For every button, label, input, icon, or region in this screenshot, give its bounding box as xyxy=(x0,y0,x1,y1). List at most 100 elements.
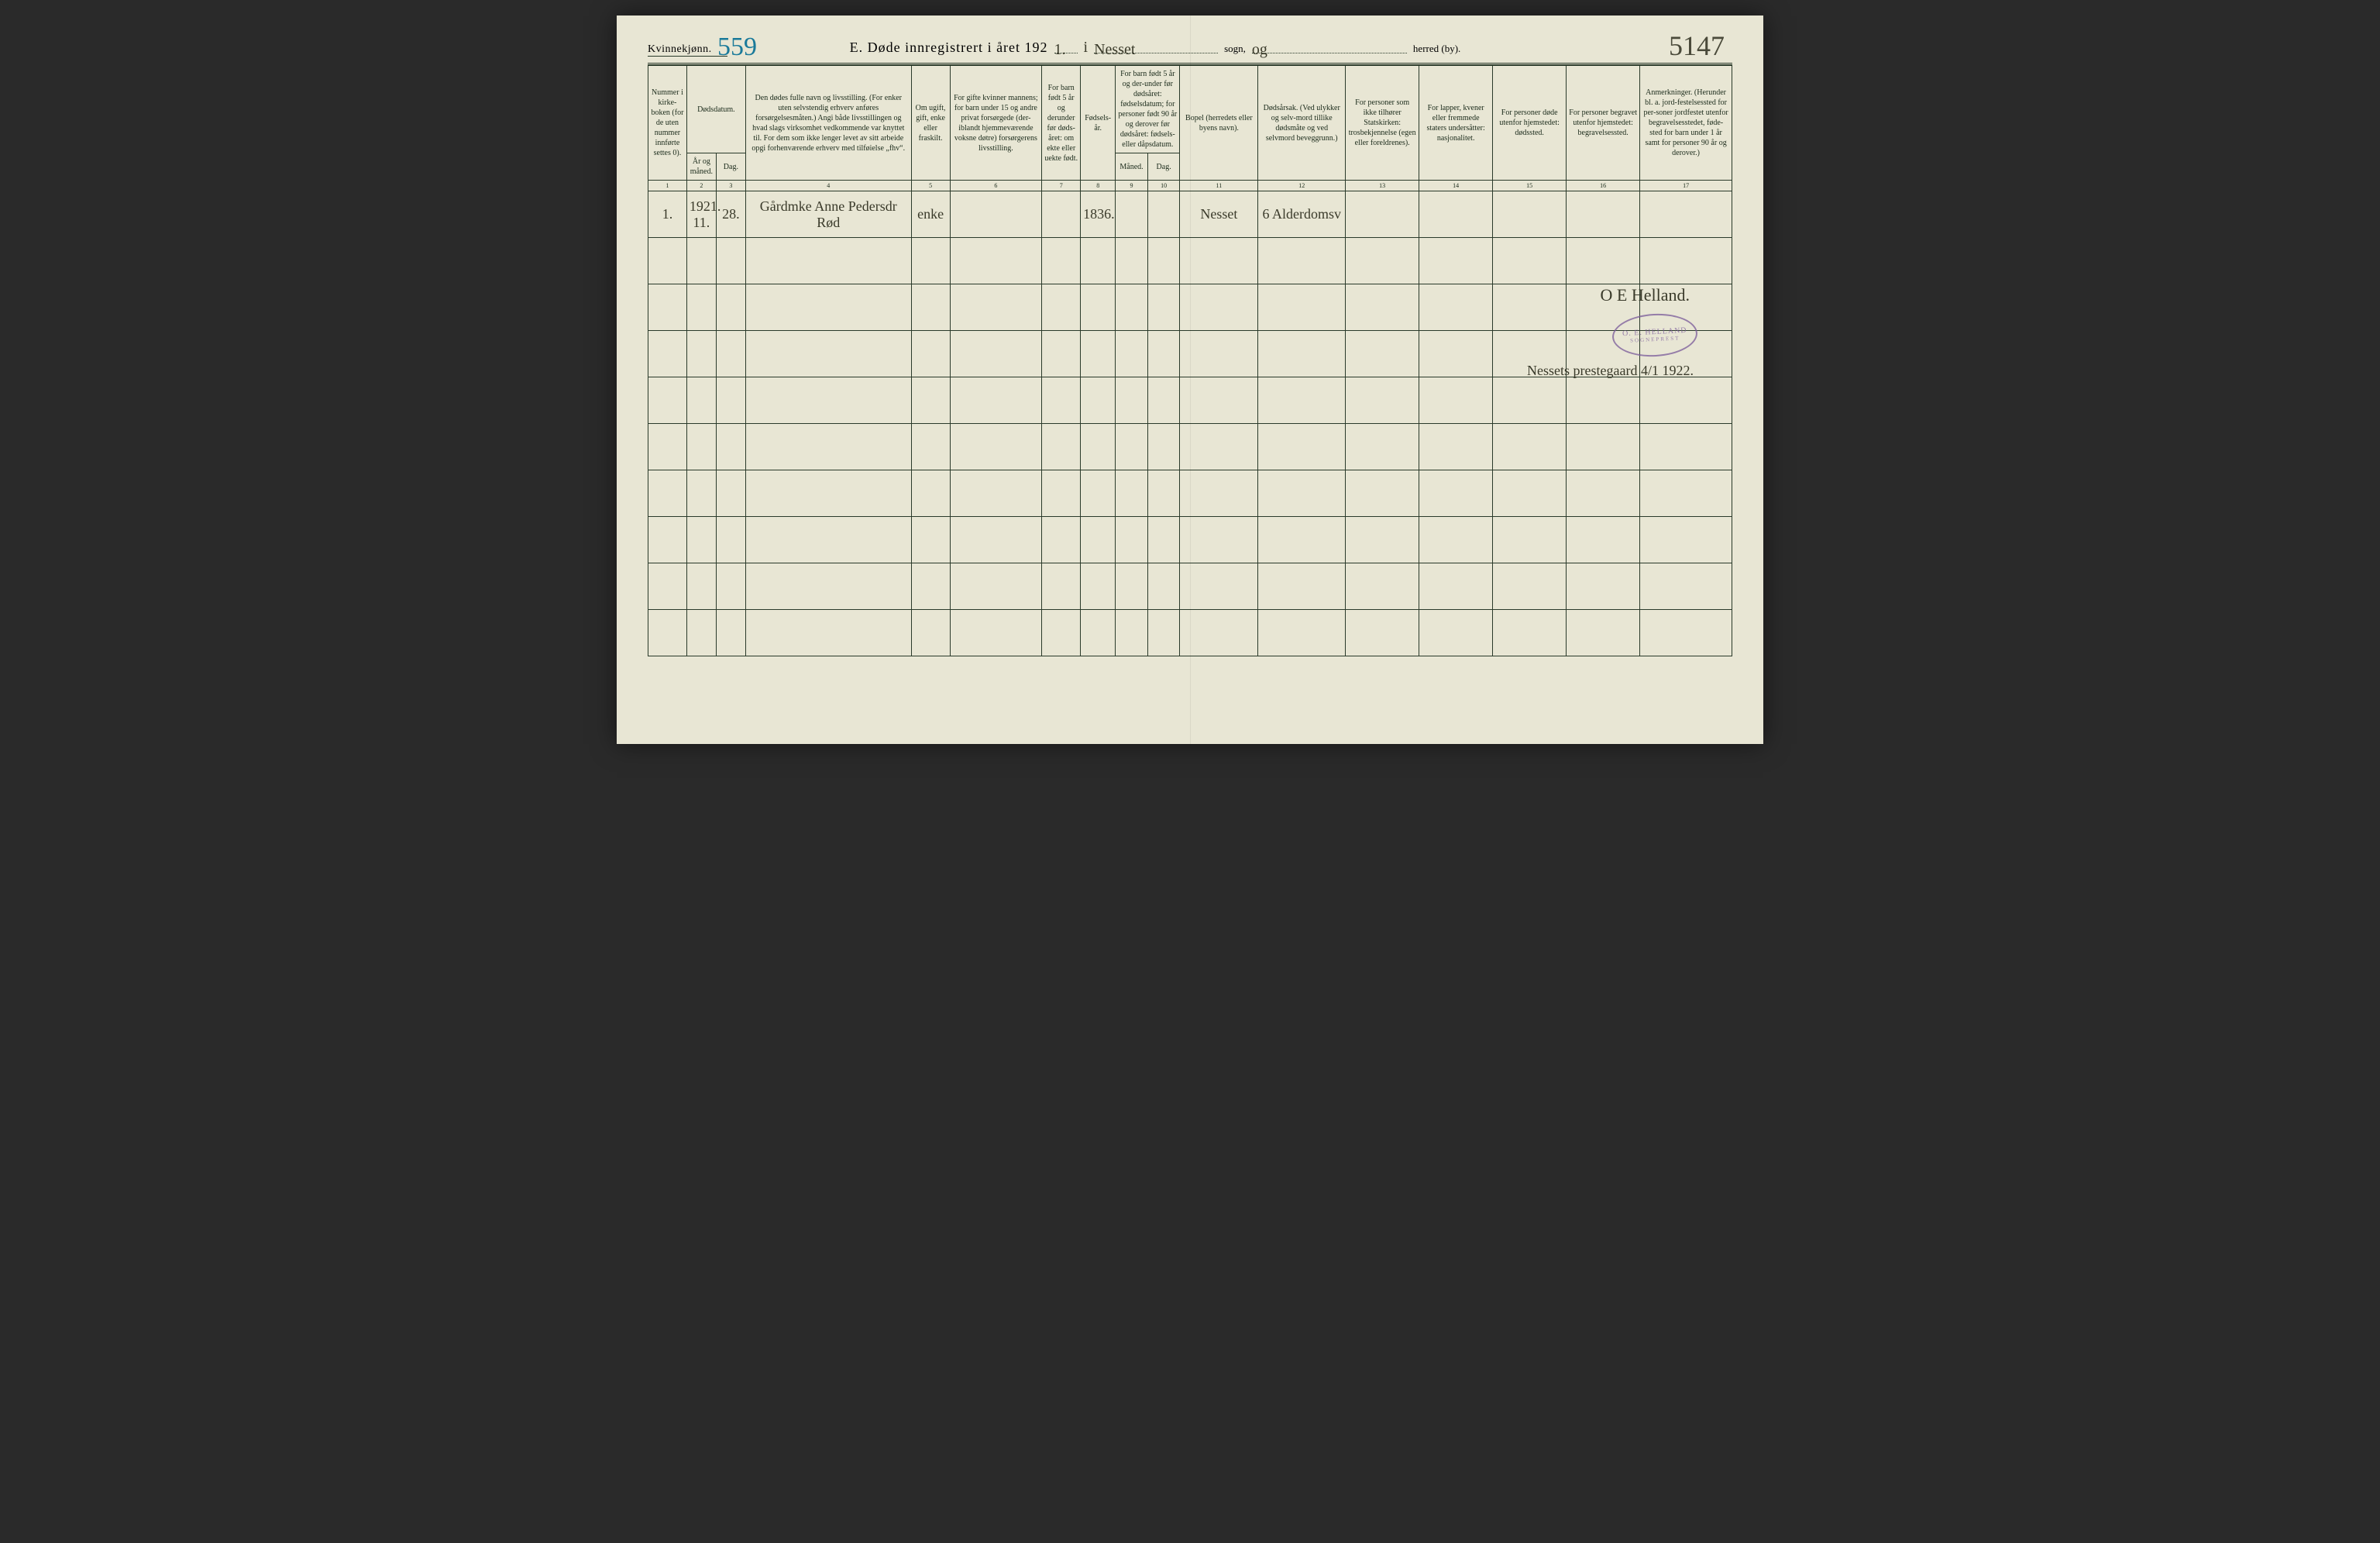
cell-c11 xyxy=(1180,238,1258,284)
cell-c2 xyxy=(686,331,716,377)
cell-c4 xyxy=(745,563,911,610)
cell-c6 xyxy=(950,331,1042,377)
cell-c12: 6 Alderdomsv xyxy=(1258,191,1346,238)
cell-c13 xyxy=(1346,377,1419,424)
cell-c16 xyxy=(1567,610,1640,656)
cell-c2 xyxy=(686,610,716,656)
cell-c2 xyxy=(686,238,716,284)
cell-c14 xyxy=(1419,238,1493,284)
cell-c9 xyxy=(1116,610,1148,656)
cell-c9 xyxy=(1116,424,1148,470)
cell-c5 xyxy=(911,563,950,610)
sogn-blank: Nesset xyxy=(1094,41,1218,53)
cell-c15 xyxy=(1493,377,1567,424)
col-5: Om ugift, gift, enke eller fraskilt. xyxy=(911,66,950,181)
col-1: Nummer i kirke-boken (for de uten nummer… xyxy=(648,66,687,181)
cell-c2 xyxy=(686,563,716,610)
cell-c3 xyxy=(716,284,745,331)
cell-c15 xyxy=(1493,424,1567,470)
cell-c9 xyxy=(1116,284,1148,331)
cell-c3 xyxy=(716,563,745,610)
cell-c8: 1836. xyxy=(1081,191,1116,238)
cell-c1 xyxy=(648,470,687,517)
cell-c1 xyxy=(648,563,687,610)
cell-c12 xyxy=(1258,377,1346,424)
cell-c13 xyxy=(1346,563,1419,610)
cell-c10 xyxy=(1147,470,1180,517)
handwritten-number-left: 559 xyxy=(717,33,757,62)
cell-c8 xyxy=(1081,517,1116,563)
cell-c9 xyxy=(1116,563,1148,610)
cell-c13 xyxy=(1346,331,1419,377)
place-date-note: Nessets prestegaard 4/1 1922. xyxy=(1527,363,1694,379)
col-9: Måned. xyxy=(1116,153,1148,181)
col-7: For barn født 5 år og derunder før døds-… xyxy=(1042,66,1081,181)
cell-c10 xyxy=(1147,284,1180,331)
col-10: Dag. xyxy=(1147,153,1180,181)
cell-c12 xyxy=(1258,563,1346,610)
cell-c11 xyxy=(1180,470,1258,517)
cell-c5 xyxy=(911,470,950,517)
cell-c6 xyxy=(950,377,1042,424)
cell-c4 xyxy=(745,377,911,424)
cell-c1: 1. xyxy=(648,191,687,238)
cell-c15 xyxy=(1493,517,1567,563)
cell-c9 xyxy=(1116,191,1148,238)
cell-c17 xyxy=(1640,563,1732,610)
cell-c7 xyxy=(1042,377,1081,424)
cell-c16 xyxy=(1567,424,1640,470)
cell-c8 xyxy=(1081,424,1116,470)
cell-c3 xyxy=(716,238,745,284)
cell-c6 xyxy=(950,610,1042,656)
year-blank: 1. xyxy=(1054,41,1078,53)
col-6: For gifte kvinner mannens; for barn unde… xyxy=(950,66,1042,181)
cell-c4 xyxy=(745,517,911,563)
cell-c2 xyxy=(686,470,716,517)
cell-c13 xyxy=(1346,610,1419,656)
cell-c13 xyxy=(1346,191,1419,238)
sogn-label: sogn, xyxy=(1224,43,1246,55)
register-page: Kvinnekjønn. 559 E. Døde innregistrert i… xyxy=(617,15,1763,744)
cell-c5 xyxy=(911,610,950,656)
in-word: i xyxy=(1084,39,1089,57)
cell-c7 xyxy=(1042,331,1081,377)
cell-c8 xyxy=(1081,284,1116,331)
cell-c1 xyxy=(648,331,687,377)
cell-c8 xyxy=(1081,610,1116,656)
cell-c17 xyxy=(1640,191,1732,238)
cell-c13 xyxy=(1346,517,1419,563)
cell-c15 xyxy=(1493,563,1567,610)
col-16: For personer begravet utenfor hjemstedet… xyxy=(1567,66,1640,181)
cell-c16 xyxy=(1567,470,1640,517)
cell-c15 xyxy=(1493,191,1567,238)
col-4: Den dødes fulle navn og livsstilling. (F… xyxy=(745,66,911,181)
cell-c8 xyxy=(1081,331,1116,377)
handwritten-number-right: 5147 xyxy=(1669,29,1725,62)
cell-c7 xyxy=(1042,284,1081,331)
cell-c8 xyxy=(1081,563,1116,610)
cell-c3: 28. xyxy=(716,191,745,238)
cell-c6 xyxy=(950,191,1042,238)
cell-c6 xyxy=(950,563,1042,610)
cell-c6 xyxy=(950,517,1042,563)
cell-c10 xyxy=(1147,331,1180,377)
cell-c9 xyxy=(1116,517,1148,563)
cell-c17 xyxy=(1640,470,1732,517)
cell-c7 xyxy=(1042,424,1081,470)
cell-c10 xyxy=(1147,238,1180,284)
cell-c5: enke xyxy=(911,191,950,238)
cell-c12 xyxy=(1258,610,1346,656)
cell-c11: Nesset xyxy=(1180,191,1258,238)
herred-blank: og xyxy=(1252,41,1407,53)
cell-c8 xyxy=(1081,238,1116,284)
col-3: Dag. xyxy=(716,153,745,181)
cell-c15 xyxy=(1493,610,1567,656)
cell-c16 xyxy=(1567,517,1640,563)
cell-c8 xyxy=(1081,470,1116,517)
cell-c1 xyxy=(648,517,687,563)
cell-c2 xyxy=(686,424,716,470)
col-2: År og måned. xyxy=(686,153,716,181)
col-15: For personer døde utenfor hjemstedet: dø… xyxy=(1493,66,1567,181)
cell-c4 xyxy=(745,470,911,517)
col-12: Dødsårsak. (Ved ulykker og selv-mord til… xyxy=(1258,66,1346,181)
